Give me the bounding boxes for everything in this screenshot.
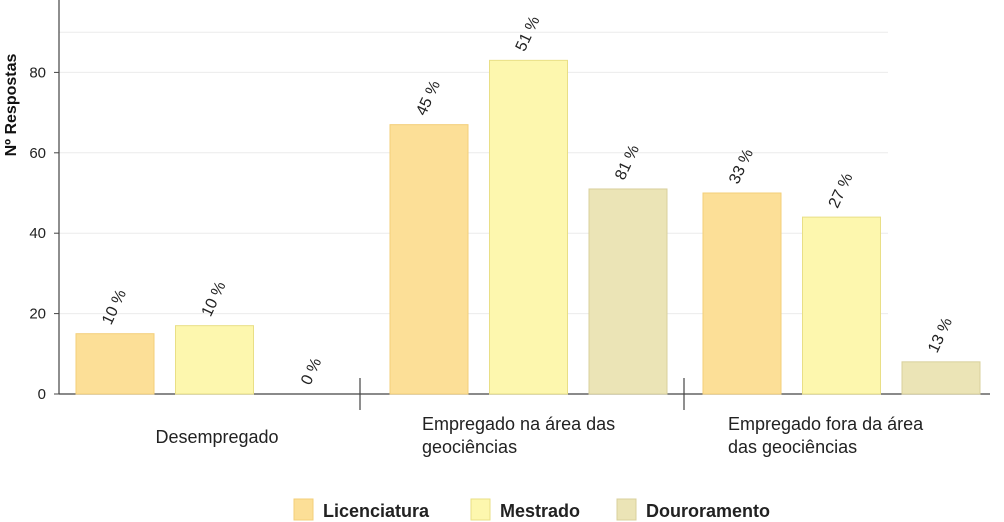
- bar: [702, 192, 782, 395]
- legend-swatch: [616, 498, 637, 521]
- category-label: geociências: [422, 437, 517, 457]
- legend-label: Mestrado: [500, 501, 580, 521]
- bar: [75, 333, 155, 395]
- data-label: 27 %: [826, 171, 857, 211]
- data-label: 51 %: [513, 14, 544, 54]
- y-tick-label: 60: [29, 145, 46, 162]
- bar: [588, 188, 668, 395]
- y-axis-label: Nº Respostas: [3, 54, 20, 157]
- legend: Licenciatura Mestrado Douroramento: [293, 498, 770, 521]
- bar: [389, 124, 469, 395]
- category-label: Desempregado: [155, 427, 278, 447]
- category-label: Empregado fora da área: [728, 414, 924, 434]
- data-label: 45 %: [413, 78, 444, 118]
- y-tick-label: 40: [29, 225, 46, 242]
- legend-label: Douroramento: [646, 501, 770, 521]
- bars: [75, 59, 981, 395]
- bar: [802, 216, 881, 395]
- bar: [175, 325, 254, 395]
- data-label: 0 %: [298, 356, 325, 388]
- legend-swatch: [293, 498, 314, 521]
- y-tick-label: 20: [29, 306, 46, 323]
- category-labels: Desempregado Empregado na área das geociên…: [155, 414, 924, 457]
- legend-label: Licenciatura: [323, 501, 430, 521]
- y-tick-label: 0: [38, 386, 46, 403]
- data-label: 13 %: [925, 315, 956, 355]
- category-label: Empregado na área das: [422, 414, 615, 434]
- bar: [901, 361, 981, 395]
- legend-swatch: [470, 498, 491, 521]
- category-label: das geociências: [728, 437, 857, 457]
- data-label: 10 %: [99, 287, 130, 327]
- data-label: 81 %: [612, 142, 643, 182]
- y-tick-label: 80: [29, 64, 46, 81]
- bar: [489, 59, 568, 395]
